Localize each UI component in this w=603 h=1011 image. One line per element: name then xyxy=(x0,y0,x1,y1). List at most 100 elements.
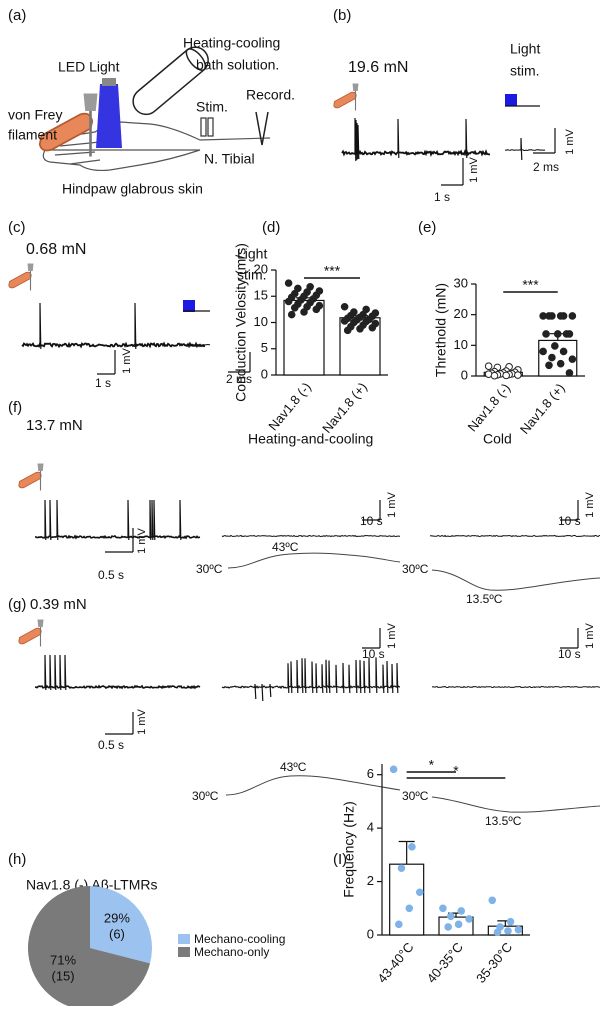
spike xyxy=(269,683,272,698)
data-point xyxy=(284,279,293,287)
panel-label: (e) xyxy=(418,219,436,236)
spike xyxy=(311,661,314,694)
spike xyxy=(520,137,523,161)
label: Cold xyxy=(483,431,512,447)
spike xyxy=(149,499,152,541)
von-frey-icon xyxy=(38,92,99,158)
data-point xyxy=(556,312,565,320)
spike xyxy=(254,683,257,700)
label: Light xyxy=(237,246,267,262)
data-point xyxy=(454,920,463,929)
panel-label: (f) xyxy=(8,399,22,416)
label: 1 mV xyxy=(584,623,596,649)
data-point xyxy=(565,369,574,377)
label: Hindpaw glabrous skin xyxy=(62,181,203,197)
x-tick-label: Nav1.8 (+) xyxy=(319,379,370,435)
data-point xyxy=(502,371,510,380)
von-frey-icon xyxy=(8,262,35,292)
y-tick-label: 0 xyxy=(367,926,374,941)
spike xyxy=(287,663,290,694)
spike xyxy=(56,499,59,541)
label: 1 mV xyxy=(121,348,133,374)
y-tick-label: 5 xyxy=(261,340,268,355)
data-point xyxy=(504,927,512,935)
y-tick-label: 6 xyxy=(367,766,374,781)
temperature-trace xyxy=(225,775,401,796)
x-tick-label: 35-30°C xyxy=(473,939,515,985)
pie-slice xyxy=(90,886,152,964)
data-point xyxy=(284,297,293,306)
recording-trace xyxy=(429,534,601,538)
label: 1 mV xyxy=(386,623,398,649)
label: 13.7 mN xyxy=(26,417,83,434)
significance-label: *** xyxy=(522,277,539,293)
recording-trace xyxy=(341,149,491,157)
label: 10 s xyxy=(362,647,385,661)
data-point xyxy=(408,843,416,851)
label: Stim. xyxy=(196,99,228,115)
label: bath solution. xyxy=(196,57,279,73)
led-light xyxy=(96,84,122,148)
spike xyxy=(49,654,52,691)
spike xyxy=(49,499,52,541)
recording-trace xyxy=(184,343,211,347)
spike xyxy=(301,658,304,694)
recording-trace xyxy=(221,534,401,538)
y-tick-label: 0 xyxy=(461,367,468,382)
recording-trace xyxy=(221,684,401,690)
pie-count-label: (6) xyxy=(109,927,125,942)
significance-label: *** xyxy=(324,263,341,279)
spike xyxy=(134,302,137,350)
label: von Frey xyxy=(8,107,62,123)
y-axis-label: Threthold (mN) xyxy=(433,283,449,377)
data-point xyxy=(300,308,308,316)
light-stim xyxy=(183,300,195,312)
label: 1 mV xyxy=(136,528,148,554)
data-point xyxy=(343,326,352,335)
label: 2 ms xyxy=(533,160,559,174)
spike xyxy=(153,499,156,541)
data-point xyxy=(439,904,447,913)
spike xyxy=(328,660,331,694)
panel-label: (h) xyxy=(8,851,26,868)
spike xyxy=(39,302,42,350)
label: 19.6 mN xyxy=(348,59,408,76)
data-point xyxy=(356,325,364,333)
label: 1 mV xyxy=(136,709,148,735)
data-point xyxy=(287,310,296,319)
label: 0.5 s xyxy=(98,738,124,752)
label: 30ºC xyxy=(402,789,429,803)
label: 13.5ºC xyxy=(485,814,522,828)
label: 10 s xyxy=(558,647,581,661)
pie-title: Nav1.8 (-) Aβ-LTMRs xyxy=(26,877,157,893)
panel-label: (g) xyxy=(8,596,26,613)
recording-trace xyxy=(431,685,601,689)
spike xyxy=(335,664,338,694)
label: 1 s xyxy=(95,376,111,390)
spike xyxy=(357,124,360,160)
spike xyxy=(368,657,371,694)
y-tick-label: 0 xyxy=(261,366,268,381)
data-point xyxy=(490,371,499,380)
spike xyxy=(465,118,468,159)
label: Record. xyxy=(246,87,295,103)
spike xyxy=(397,118,400,159)
spike xyxy=(348,664,351,694)
data-point xyxy=(444,923,452,931)
spike xyxy=(151,499,154,541)
spike xyxy=(44,654,47,691)
x-tick-label: Nav1.8 (-) xyxy=(465,380,514,434)
spike xyxy=(44,499,47,541)
data-point xyxy=(556,359,565,368)
y-tick-label: 10 xyxy=(254,314,268,329)
label: Heating-cooling xyxy=(183,35,280,51)
legend-swatch xyxy=(178,947,190,957)
spike xyxy=(391,663,394,694)
label: 10 s xyxy=(558,514,581,528)
label: 0.68 mN xyxy=(26,241,86,258)
significance-label: * xyxy=(453,763,459,779)
label: 1 s xyxy=(434,190,450,204)
data-point xyxy=(405,904,414,913)
label: 30ºC xyxy=(402,562,429,576)
